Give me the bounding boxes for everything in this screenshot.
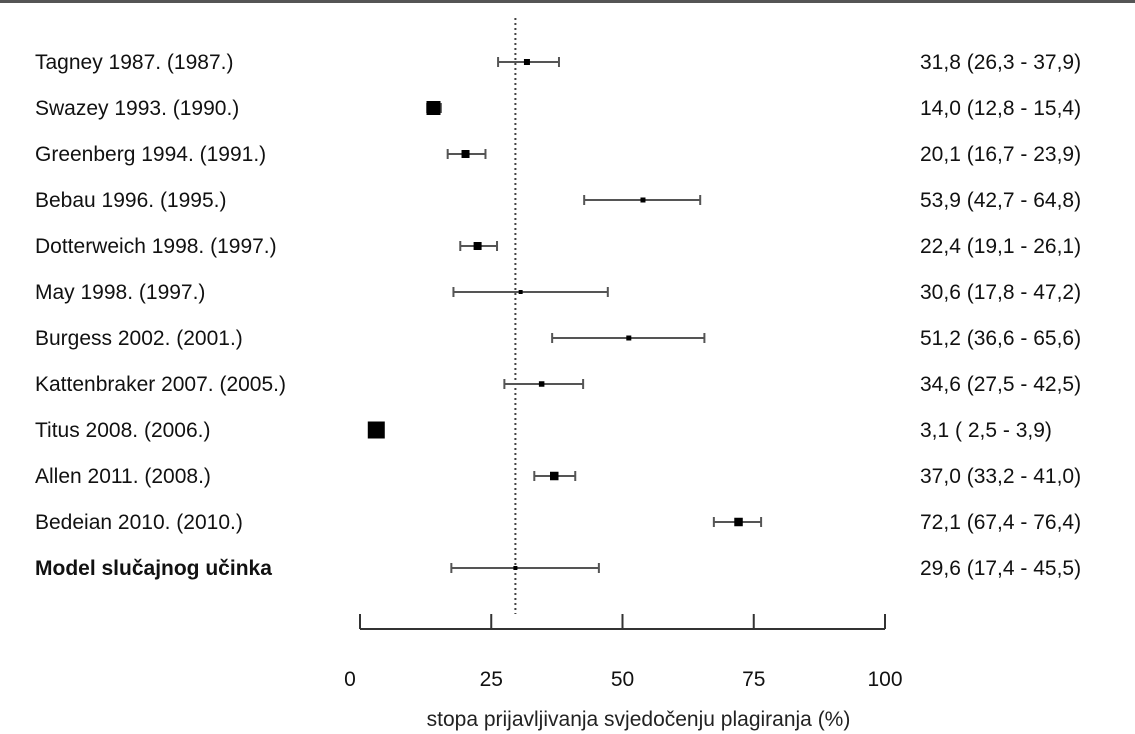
study-label: May 1998. (1997.) — [35, 281, 205, 304]
study-label: Model slučajnog učinka — [35, 557, 272, 580]
ci-label: 14,0 (12,8 - 15,4) — [920, 97, 1081, 120]
study-label: Bedeian 2010. (2010.) — [35, 511, 243, 534]
point-estimate — [550, 471, 559, 481]
ci-label: 51,2 (36,6 - 65,6) — [920, 327, 1081, 350]
ci-label: 20,1 (16,7 - 23,9) — [920, 143, 1081, 166]
point-estimate — [426, 101, 441, 115]
point-estimate — [513, 566, 518, 570]
ci-label: 34,6 (27,5 - 42,5) — [920, 373, 1081, 396]
top-rule — [0, 0, 1135, 3]
point-estimate — [640, 197, 646, 203]
point-estimate — [473, 242, 482, 250]
ci-label: 30,6 (17,8 - 47,2) — [920, 281, 1081, 304]
study-label: Tagney 1987. (1987.) — [35, 51, 233, 74]
x-axis-title: stopa prijavljivanja svjedočenju plagira… — [427, 708, 851, 731]
point-estimate — [538, 381, 545, 387]
point-estimate — [734, 517, 743, 527]
ci-label: 53,9 (42,7 - 64,8) — [920, 189, 1081, 212]
point-estimate — [367, 421, 385, 439]
ci-label: 37,0 (33,2 - 41,0) — [920, 465, 1081, 488]
study-label: Allen 2011. (2008.) — [35, 465, 211, 488]
point-estimate — [626, 335, 632, 341]
point-estimate — [523, 59, 530, 65]
study-label: Greenberg 1994. (1991.) — [35, 143, 266, 166]
study-label: Kattenbraker 2007. (2005.) — [35, 373, 286, 396]
x-tick-label: 75 — [742, 668, 765, 691]
study-label: Burgess 2002. (2001.) — [35, 327, 243, 350]
point-estimate — [461, 150, 470, 158]
x-tick-label: 0 — [344, 668, 356, 691]
study-label: Dotterweich 1998. (1997.) — [35, 235, 277, 258]
ci-label: 3,1 ( 2,5 - 3,9) — [920, 419, 1052, 442]
study-label: Swazey 1993. (1990.) — [35, 97, 239, 120]
x-tick-label: 25 — [480, 668, 503, 691]
x-tick-label: 100 — [867, 668, 902, 691]
ci-label: 22,4 (19,1 - 26,1) — [920, 235, 1081, 258]
ci-label: 72,1 (67,4 - 76,4) — [920, 511, 1081, 534]
study-label: Titus 2008. (2006.) — [35, 419, 211, 442]
point-estimate — [518, 290, 523, 294]
ci-label: 31,8 (26,3 - 37,9) — [920, 51, 1081, 74]
study-label: Bebau 1996. (1995.) — [35, 189, 226, 212]
ci-label: 29,6 (17,4 - 45,5) — [920, 557, 1081, 580]
x-tick-label: 50 — [611, 668, 634, 691]
